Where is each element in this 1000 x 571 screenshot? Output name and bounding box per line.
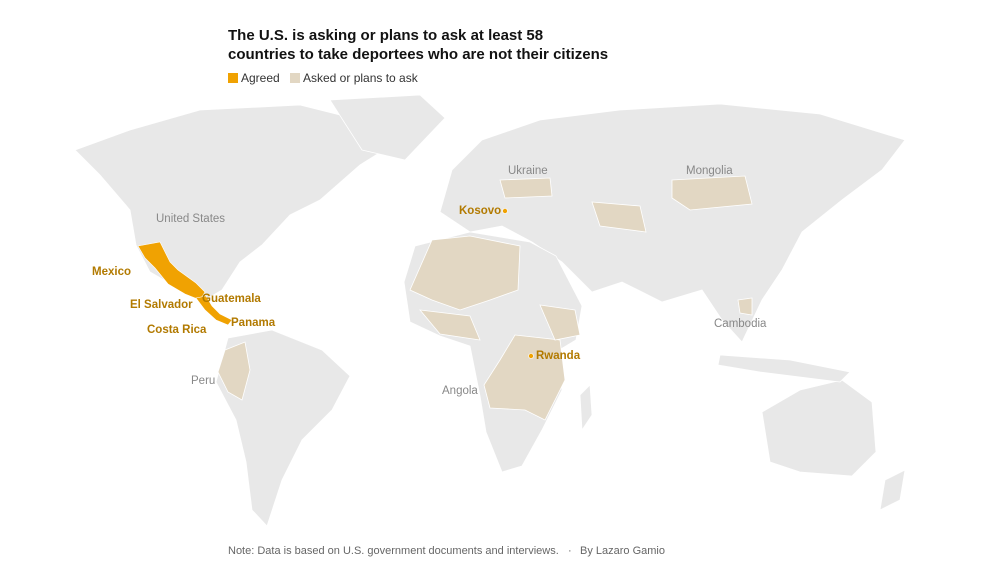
note: Note: Data is based on U.S. government d… <box>228 545 559 557</box>
legend: Agreed Asked or plans to ask <box>228 71 419 85</box>
asked-country <box>217 341 251 401</box>
separator: · <box>568 545 572 557</box>
country-label: Ukraine <box>508 165 548 177</box>
asked-country <box>409 235 521 311</box>
title-line: The U.S. is asking or plans to ask at le… <box>228 27 543 44</box>
map <box>74 94 906 527</box>
agreed-country <box>137 241 206 301</box>
legend-swatch <box>290 73 300 83</box>
asked-country <box>499 177 553 199</box>
labels: Mexico Kosovo El Salvador Guatemala Panama Co… <box>92 165 767 397</box>
agreed-label: Panama <box>231 317 276 329</box>
country-label: Cambodia <box>714 318 767 330</box>
agreed-label: Guatemala <box>202 293 261 305</box>
land <box>717 354 851 383</box>
byline: By Lazaro Gamio <box>580 545 665 557</box>
asked-country <box>737 297 753 316</box>
asked-country <box>539 304 581 341</box>
asked-country <box>419 309 481 341</box>
agreed-country <box>195 295 233 326</box>
land <box>215 329 351 527</box>
agreed-country <box>528 353 534 359</box>
land <box>879 469 906 511</box>
land <box>579 384 593 432</box>
country-label: Angola <box>442 385 478 397</box>
agreed-label: Mexico <box>92 266 131 278</box>
asked-country <box>591 201 647 233</box>
title-line: countries to take deportees who are not … <box>228 46 608 63</box>
country-label: United States <box>156 213 225 225</box>
asked-country <box>483 334 566 421</box>
agreed-label: Kosovo <box>459 205 501 217</box>
country-label: Mongolia <box>686 165 733 177</box>
land <box>329 94 446 161</box>
country-label: Peru <box>191 375 215 387</box>
legend-label: Asked or plans to ask <box>303 71 419 85</box>
agreed-label: Rwanda <box>536 350 581 362</box>
legend-label: Agreed <box>241 71 280 85</box>
agreed-country <box>502 208 508 214</box>
land <box>761 379 877 477</box>
agreed-label: El Salvador <box>130 299 193 311</box>
agreed-label: Costa Rica <box>147 324 207 336</box>
legend-swatch <box>228 73 238 83</box>
asked-country <box>671 175 753 211</box>
